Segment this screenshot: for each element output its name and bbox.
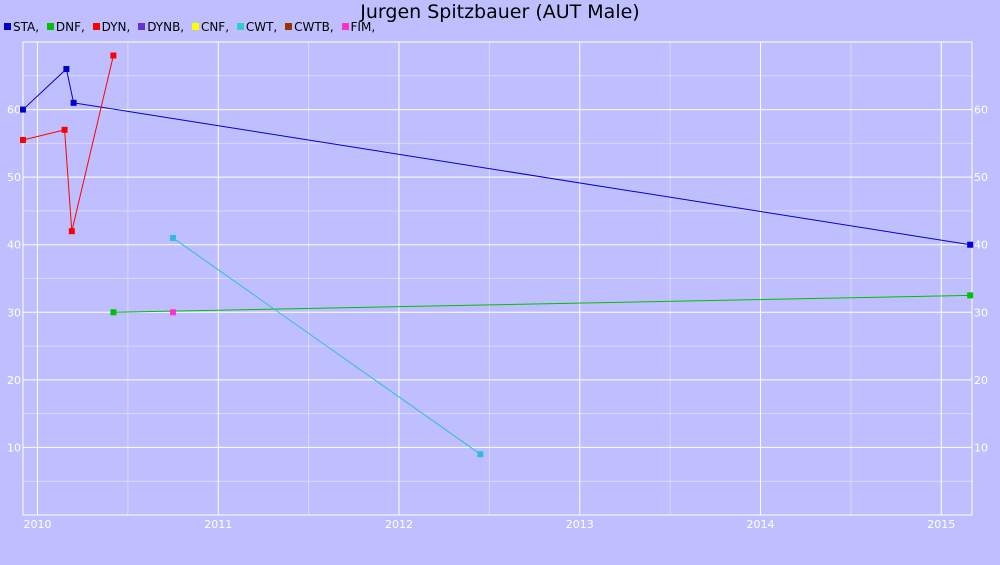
data-point-cwt xyxy=(477,451,484,458)
legend-swatch xyxy=(191,23,199,30)
data-point-sta xyxy=(70,99,77,106)
data-point-sta xyxy=(20,106,26,113)
legend-swatch xyxy=(92,23,100,30)
legend-swatch xyxy=(341,23,349,30)
legend-item-cwtb: CWTB, xyxy=(285,20,334,34)
x-tick-label: 2014 xyxy=(747,518,775,531)
chart-title: Jurgen Spitzbauer (AUT Male) xyxy=(360,1,640,23)
y-tick-label-left: 10 xyxy=(7,441,21,454)
x-tick-label: 2010 xyxy=(23,518,51,531)
legend-item-dyn: DYN, xyxy=(92,20,131,34)
legend-label: FIM, xyxy=(350,20,376,34)
x-tick-label: 2011 xyxy=(204,518,232,531)
legend-swatch xyxy=(138,23,146,30)
y-tick-label-right: 10 xyxy=(974,441,988,454)
y-tick-label-right: 20 xyxy=(974,374,988,387)
legend-swatch xyxy=(285,23,293,30)
legend-label: CNF, xyxy=(200,20,230,34)
data-point-dyn xyxy=(61,126,68,133)
data-point-fim xyxy=(170,309,177,316)
legend-item-dnf: DNF, xyxy=(46,20,85,34)
legend-swatch xyxy=(4,23,11,30)
y-tick-label-left: 30 xyxy=(7,306,21,319)
plot-border xyxy=(22,41,973,516)
y-tick-label-right: 50 xyxy=(974,171,988,184)
y-tick-label-left: 60 xyxy=(7,104,21,117)
legend-label: STA, xyxy=(13,20,40,34)
legend-swatch xyxy=(236,23,244,30)
legend-label: DNF, xyxy=(55,20,85,34)
x-tick-label: 2013 xyxy=(566,518,594,531)
legend-label: DYN, xyxy=(101,20,131,34)
data-point-sta xyxy=(63,66,70,73)
data-point-cwt xyxy=(170,234,177,241)
legend-item-sta: STA, xyxy=(4,20,39,34)
legend-label: DYNB, xyxy=(147,20,185,34)
legend: STA, DNF, DYN, DYNB, CNF, CWT, CWTB, FIM… xyxy=(4,20,379,34)
legend-swatch xyxy=(46,23,54,30)
series-line-dnf xyxy=(113,294,971,313)
y-tick-label-left: 20 xyxy=(7,374,21,387)
y-tick-label-right: 40 xyxy=(974,239,988,252)
series-line-dyn xyxy=(22,55,114,232)
series-line-sta xyxy=(22,68,971,246)
legend-item-cwt: CWT, xyxy=(236,20,278,34)
data-point-dyn xyxy=(20,136,26,143)
data-point-dnf xyxy=(110,309,117,316)
y-tick-label-left: 40 xyxy=(7,239,21,252)
series-line-cwt xyxy=(172,237,481,455)
legend-label: CWT, xyxy=(245,20,278,34)
legend-item-fim: FIM, xyxy=(341,20,376,34)
data-point-dyn xyxy=(68,228,75,235)
legend-item-dynb: DYNB, xyxy=(138,20,184,34)
data-point-dnf xyxy=(967,292,974,299)
legend-label: CWTB, xyxy=(294,20,334,34)
y-tick-label-left: 50 xyxy=(7,171,21,184)
x-tick-label: 2012 xyxy=(385,518,413,531)
y-tick-label-right: 30 xyxy=(974,306,988,319)
data-point-sta xyxy=(967,241,974,248)
x-tick-label: 2015 xyxy=(927,518,955,531)
legend-item-cnf: CNF, xyxy=(191,20,230,34)
y-tick-label-right: 60 xyxy=(974,104,988,117)
data-point-dyn xyxy=(110,52,117,59)
